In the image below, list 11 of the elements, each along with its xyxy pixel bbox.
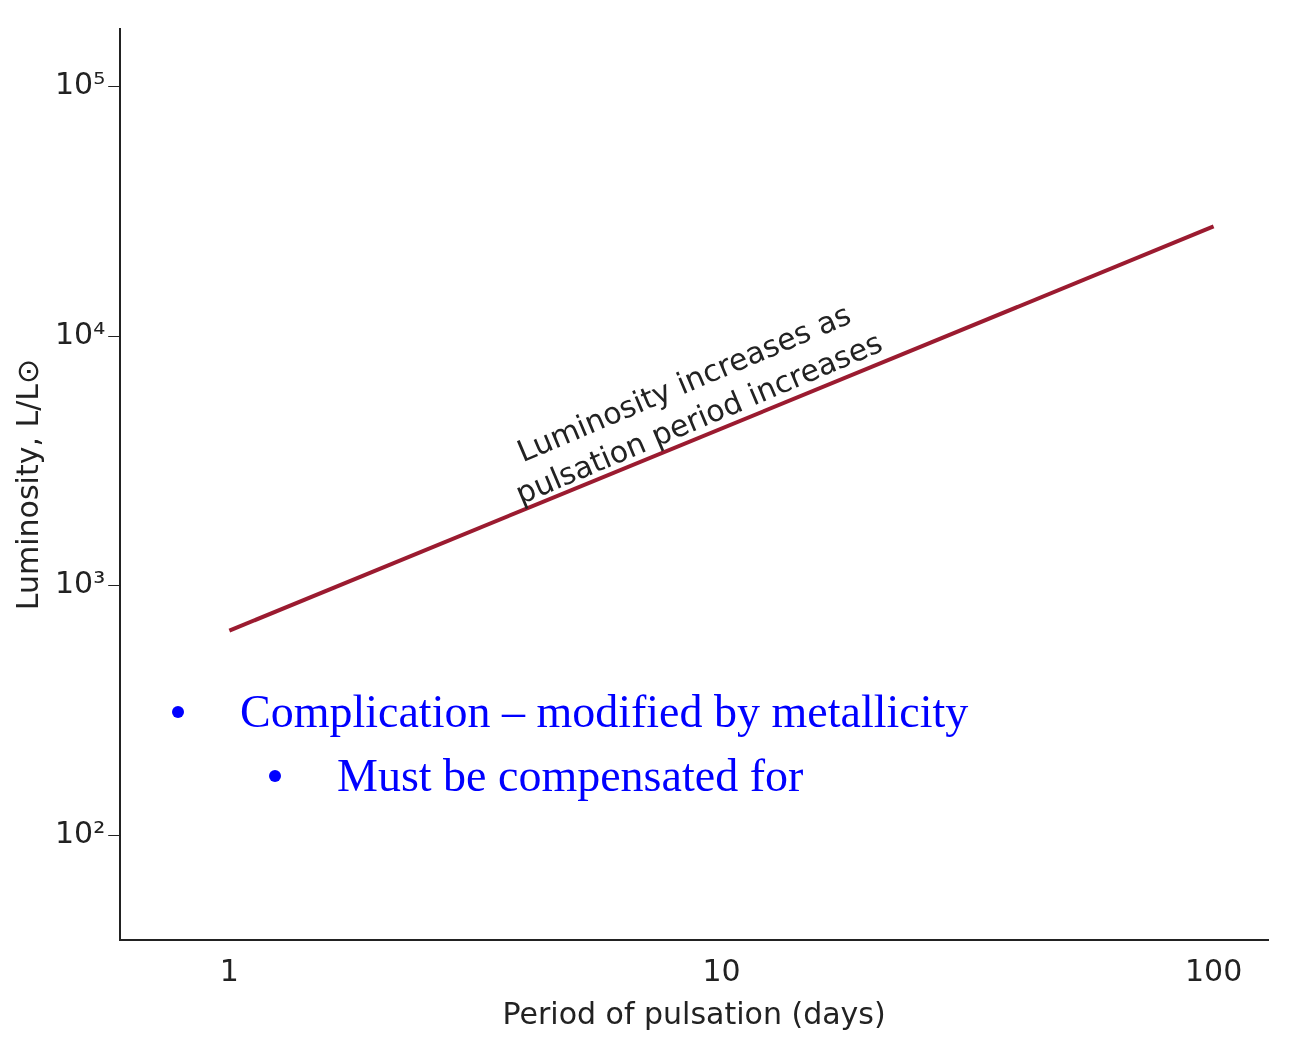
x-tick-label: 100 xyxy=(1184,952,1243,988)
y-tick-label: 10⁵ xyxy=(55,66,106,102)
annotation: Complication – modified by metallicity xyxy=(240,685,969,739)
x-axis-title: Period of pulsation (days) xyxy=(502,995,886,1031)
annotation: Must be compensated for xyxy=(337,749,804,803)
y-tick-label: 10³ xyxy=(55,565,106,601)
x-tick-label: 1 xyxy=(219,952,239,988)
y-tick-label: 10⁴ xyxy=(55,315,106,351)
y-axis-title: Luminosity, L/L⊙ xyxy=(9,358,45,611)
x-tick-label: 10 xyxy=(702,952,741,988)
y-tick-label: 10² xyxy=(55,814,106,850)
